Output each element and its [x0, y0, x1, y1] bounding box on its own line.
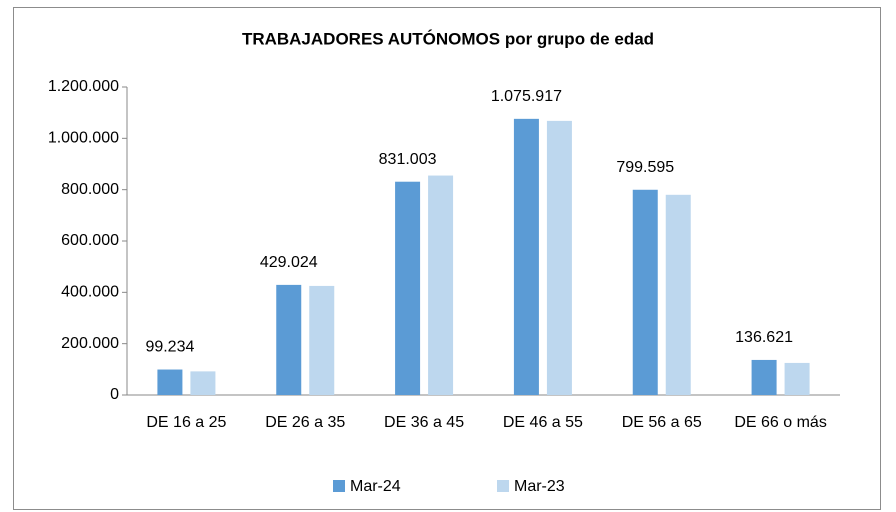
bar — [632, 189, 658, 395]
bar — [665, 194, 691, 395]
data-label: 1.075.917 — [491, 88, 562, 105]
y-tick-label: 0 — [110, 386, 119, 403]
x-tick-label: DE 16 a 25 — [146, 414, 226, 431]
y-tick-label: 1.200.000 — [48, 78, 119, 95]
legend-label: Mar-23 — [514, 478, 565, 495]
bar — [276, 284, 302, 395]
x-tick-label: DE 26 a 35 — [265, 414, 345, 431]
y-tick-label: 200.000 — [61, 335, 119, 352]
bar — [428, 175, 454, 395]
data-label: 136.621 — [735, 329, 793, 346]
bar — [395, 181, 421, 395]
data-label: 799.595 — [616, 159, 674, 176]
x-tick-label: DE 36 a 45 — [384, 414, 464, 431]
legend-swatch — [497, 480, 509, 492]
y-tick-label: 600.000 — [61, 232, 119, 249]
x-tick-label: DE 56 a 65 — [622, 414, 702, 431]
bar — [546, 120, 572, 395]
bar — [157, 369, 183, 395]
legend-swatch — [333, 480, 345, 492]
data-label: 99.234 — [145, 339, 194, 356]
bar — [513, 118, 539, 396]
y-tick-label: 800.000 — [61, 181, 119, 198]
bar — [309, 285, 335, 395]
bar — [190, 371, 216, 395]
x-tick-label: DE 46 a 55 — [503, 414, 583, 431]
y-tick-label: 400.000 — [61, 284, 119, 301]
bar — [784, 362, 810, 395]
y-tick-label: 1.000.000 — [48, 130, 119, 147]
data-label: 831.003 — [379, 151, 437, 168]
chart-title: TRABAJADORES AUTÓNOMOS por grupo de edad — [242, 29, 654, 48]
legend-label: Mar-24 — [350, 478, 401, 495]
data-label: 429.024 — [260, 254, 318, 271]
x-tick-label: DE 66 o más — [734, 414, 826, 431]
bar — [751, 359, 777, 395]
